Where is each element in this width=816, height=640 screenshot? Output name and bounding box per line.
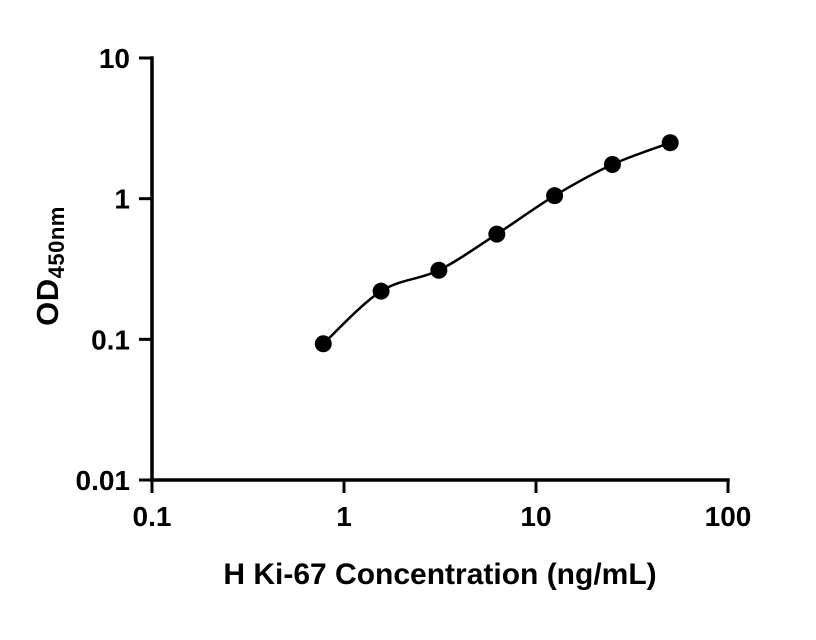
data-point-marker [430, 261, 448, 279]
x-tick-label: 1 [336, 501, 352, 532]
y-tick-label: 0.01 [76, 465, 131, 496]
x-tick-label: 10 [520, 501, 551, 532]
data-point-marker [546, 187, 564, 205]
data-point-marker [661, 134, 679, 152]
data-point-marker [603, 155, 621, 173]
axis-frame [150, 56, 730, 482]
y-axis-title-subscript: 450nm [44, 206, 69, 279]
data-point-marker [488, 225, 506, 243]
fit-curve [322, 141, 671, 345]
x-tick-label: 100 [705, 501, 752, 532]
data-point-marker [314, 335, 332, 353]
y-axis-title: OD450nm [30, 206, 69, 326]
y-tick-label: 0.1 [91, 324, 130, 355]
x-axis-title: H Ki-67 Concentration (ng/mL) [223, 558, 657, 591]
y-tick-label: 10 [99, 43, 130, 74]
y-tick-label: 1 [114, 184, 130, 215]
y-axis-title-main: OD [30, 278, 65, 326]
data-point-marker [372, 282, 390, 300]
x-tick-label: 0.1 [133, 501, 172, 532]
